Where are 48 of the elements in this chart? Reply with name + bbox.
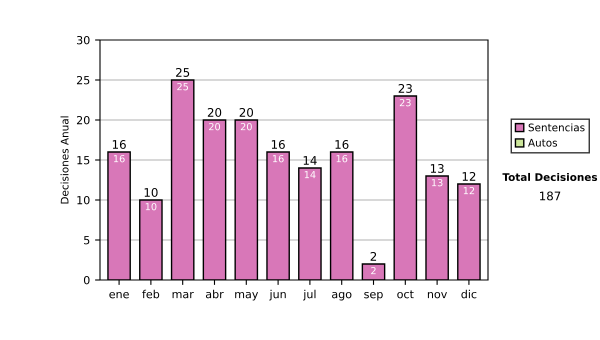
x-tick-label: feb <box>142 290 160 298</box>
text: 187 <box>540 191 560 200</box>
y-tick-label: 15 <box>77 156 90 164</box>
x-tick-label: dic <box>461 290 476 298</box>
total-label: 20 <box>208 108 222 117</box>
total-label: 25 <box>176 68 190 77</box>
total-label: 16 <box>272 140 285 149</box>
data-label: 16 <box>114 154 125 162</box>
data-label: 20 <box>209 122 220 130</box>
total-label: 13 <box>430 164 444 173</box>
text: Total Decisiones <box>502 172 598 182</box>
x-tick-label: mar <box>172 292 194 298</box>
data-label: 16 <box>272 154 284 162</box>
legend-label: Sentencias <box>528 123 585 132</box>
y-tick-label: 25 <box>76 76 90 84</box>
data-label: 2 <box>371 266 376 274</box>
x-tick-label: sep <box>364 292 383 300</box>
total-label: 20 <box>240 108 254 117</box>
data-label: 20 <box>240 122 252 130</box>
y-tick-label: 20 <box>76 116 90 124</box>
total-label: 10 <box>144 188 158 197</box>
total-label: 23 <box>398 84 412 93</box>
y-tick-label: 0 <box>84 276 90 284</box>
x-tick-label: may <box>235 292 258 300</box>
data-label: 16 <box>336 154 348 162</box>
total-label: 14 <box>304 156 317 165</box>
y-tick-label: 5 <box>84 236 90 244</box>
x-tick-label: ago <box>332 292 352 300</box>
y-tick-label: 10 <box>77 196 90 204</box>
data-label: 10 <box>146 202 156 210</box>
x-tick-label: jun <box>269 290 286 300</box>
data-label: 14 <box>304 171 316 178</box>
data-label: 23 <box>400 98 411 106</box>
total-label: 16 <box>112 140 126 149</box>
total-label: 2 <box>370 252 376 261</box>
data-label: 13 <box>432 178 443 186</box>
y-axis-title: Decisiones Anual <box>60 116 69 204</box>
x-tick-label: jul <box>303 290 316 300</box>
x-tick-label: ene <box>109 292 129 298</box>
y-tick-label: 30 <box>76 36 90 44</box>
x-tick-label: nov <box>428 292 447 298</box>
x-tick-label: oct <box>397 290 414 298</box>
total-label: 12 <box>462 172 476 181</box>
data-label: 25 <box>177 82 188 90</box>
x-tick-label: abr <box>206 290 224 298</box>
total-label: 16 <box>335 140 348 149</box>
data-label: 12 <box>464 186 474 194</box>
legend-label: Autos <box>528 138 558 147</box>
